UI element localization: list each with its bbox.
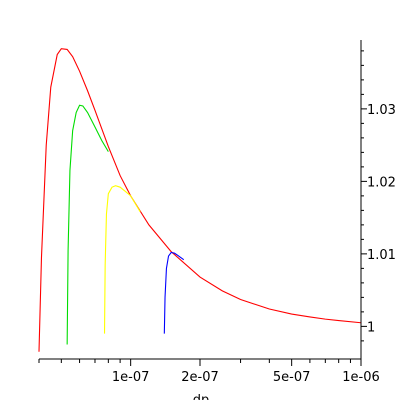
- x-tick-label: 2e-07: [181, 370, 219, 385]
- series-line-2: [66, 104, 109, 345]
- series-line-3: [103, 185, 141, 334]
- x-ticks-group: 1e-07 2e-07 5e-07 1e-06: [38, 359, 380, 385]
- x-tick-label: 1e-07: [112, 370, 150, 385]
- series-line-4: [163, 251, 185, 334]
- series-line-1: [38, 48, 362, 352]
- y-tick-label: 1: [367, 320, 375, 335]
- x-tick-label: 5e-07: [273, 370, 311, 385]
- y-tick-label: 1.02: [367, 175, 396, 190]
- y-tick-label: 1.01: [367, 248, 396, 263]
- curves-group: [38, 48, 362, 352]
- y-tick-label: 1.03: [367, 103, 396, 118]
- x-axis-label: dp: [193, 393, 210, 400]
- x-tick-label: 1e-06: [342, 370, 380, 385]
- axes-group: [39, 40, 362, 360]
- y-ticks-group: 1 1.01 1.02 1.03: [361, 50, 396, 342]
